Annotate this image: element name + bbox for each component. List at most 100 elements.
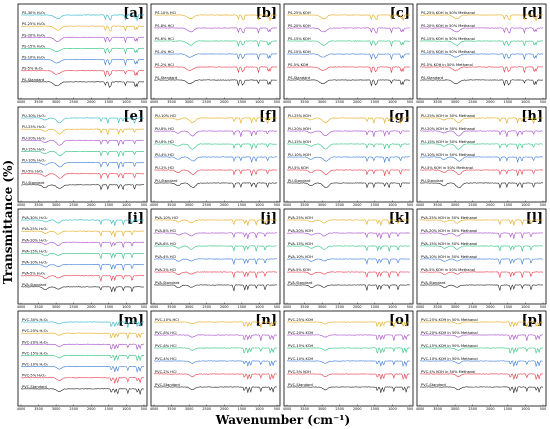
x-tick-label: 1500 [504, 100, 513, 104]
series-label: PVC-6% HCl [155, 344, 177, 348]
series-label: PVC-4% HCl [155, 357, 177, 361]
x-tick-label: 3500 [433, 305, 442, 309]
panel-label: [j] [260, 211, 277, 226]
x-tick-label: 2000 [220, 203, 229, 207]
x-tick-label: 1000 [255, 305, 264, 309]
spectrum-line [286, 373, 411, 380]
x-tick-label: 2500 [202, 203, 211, 207]
x-tick-label: 2000 [87, 100, 96, 104]
series-label: PS-20% KOH in 50% Methanol [421, 24, 475, 28]
x-tick-label: 1500 [371, 100, 380, 104]
panel-grid: 4000 3500 3000 2500 2000 1500 1000 500 [a] PS-30%… [17, 3, 547, 411]
panel-d: 4000 3500 3000 2500 2000 1500 1000 500 [d] PS-25%… [416, 3, 547, 104]
spectrum-line [419, 219, 544, 226]
spectrum-line [153, 143, 278, 150]
y-axis-label: Transmittance (%) [1, 160, 15, 284]
x-tick-label: 2000 [220, 305, 229, 309]
series-label: PVA-10% H₂O₂ [22, 261, 48, 265]
series-label: PVA-8% HCl [155, 229, 176, 233]
x-tick-label: 1000 [122, 407, 131, 411]
spectrum-line [20, 388, 145, 395]
spectrum-line [20, 219, 145, 226]
series-label: PS-25% H₂O₂ [22, 22, 46, 26]
series-label: PS-Standard [22, 78, 44, 82]
x-tick-label: 1500 [371, 305, 380, 309]
x-tick-label: 3000 [185, 407, 194, 411]
series-label: PS-30% H₂O₂ [22, 11, 46, 15]
spectrum-line [20, 162, 145, 169]
series-label: PVA-20% H₂O₂ [22, 238, 48, 242]
x-axis-label: Wavenumber (cm⁻¹) [215, 413, 350, 427]
x-tick-label: 1000 [521, 407, 530, 411]
x-tick-label: 2000 [87, 305, 96, 309]
panel-i: 4000 3500 3000 2500 2000 1500 1000 500 [i] PVA-30… [17, 208, 148, 309]
series-label: PS-15% H₂O₂ [22, 44, 46, 48]
x-tick-label: 1500 [238, 407, 247, 411]
spectrum-line [286, 27, 411, 34]
panel-frame [17, 208, 148, 305]
x-tick-label: 2500 [335, 407, 344, 411]
x-tick-label: 3000 [52, 203, 61, 207]
spectrum-line [20, 343, 145, 351]
spectrum-line [20, 321, 145, 328]
x-tick-label: 3000 [52, 407, 61, 411]
panel-b: 4000 3500 3000 2500 2000 1500 1000 500 [b] PS-10%… [150, 3, 281, 104]
series-label: PS-10% KOH in 50% Methanol [421, 50, 475, 54]
series-label: PVC-2% HCl [155, 370, 177, 374]
x-tick-label: 500 [274, 100, 280, 104]
x-tick-label: 1000 [122, 305, 131, 309]
panel-h: 4000 3500 3000 2500 2000 1500 1000 500 [h] PU-25%… [416, 106, 547, 207]
x-tick-label: 3500 [34, 407, 43, 411]
series-label: PU-Standard [22, 181, 44, 185]
x-tick-label: 2000 [486, 305, 495, 309]
series-label: PVC-Standard [421, 383, 446, 387]
x-tick-label: 1000 [388, 407, 397, 411]
x-tick-label: 1500 [371, 203, 380, 207]
series-label: PS-Standard [155, 76, 177, 80]
series-label: PVA-15% KOH [288, 242, 313, 246]
panel-frame [17, 106, 148, 203]
spectrum-line [20, 81, 145, 89]
spectrum-line [419, 347, 544, 355]
series-label: PS-5% KOH [288, 63, 309, 67]
series-label: PVC-20% KOH [288, 331, 314, 335]
series-label: PVC-20% KOH in 50% Methanol [421, 331, 478, 335]
spectrum-line [20, 377, 145, 384]
spectrum-line [153, 271, 278, 279]
series-label: PVC-30% H₂O₂ [22, 318, 49, 322]
panel-label: [e] [123, 109, 144, 124]
spectrum-line [286, 66, 411, 74]
spectrum-line [286, 14, 411, 21]
series-label: PS-10% HCl [155, 11, 176, 15]
series-label: PVC-Standard [288, 383, 313, 387]
spectrum-line [153, 386, 278, 393]
x-tick-label: 1000 [388, 203, 397, 207]
series-label: PVA-15% KOH in 50% Methanol [421, 242, 477, 246]
spectrum-line [153, 27, 278, 34]
x-tick-label: 3000 [318, 100, 327, 104]
x-tick-label: 3000 [52, 100, 61, 104]
series-label: PU-25% KOH in 50% Methanol [421, 114, 475, 118]
x-tick-label: 3000 [185, 203, 194, 207]
spectrum-line [153, 169, 278, 176]
spectrum-line [419, 14, 543, 21]
spectrum-line [286, 143, 411, 150]
x-tick-label: 4000 [416, 407, 425, 411]
x-tick-label: 3000 [451, 203, 460, 207]
x-tick-label: 3500 [34, 305, 43, 309]
x-tick-label: 4000 [416, 305, 425, 309]
x-tick-label: 3000 [318, 407, 327, 411]
spectrum-line [419, 130, 544, 137]
spectrum-line [286, 117, 411, 124]
x-tick-label: 2500 [69, 305, 78, 309]
series-label: PU-30% H₂O₂ [22, 114, 46, 118]
panel-l: 4000 3500 3000 2500 2000 1500 1000 500 [l] PVA-25… [416, 208, 547, 309]
spectrum-line [419, 258, 544, 266]
series-label: PU-4% HCl [155, 153, 174, 157]
x-tick-label: 3500 [167, 100, 176, 104]
series-label: PS-15% KOH in 50% Methanol [421, 37, 475, 41]
x-tick-label: 1000 [255, 100, 264, 104]
spectrum-line [419, 321, 544, 328]
spectrum-line [20, 365, 145, 373]
panel-k: 4000 3500 3000 2500 2000 1500 1000 500 [k] PVA-25… [283, 208, 414, 309]
